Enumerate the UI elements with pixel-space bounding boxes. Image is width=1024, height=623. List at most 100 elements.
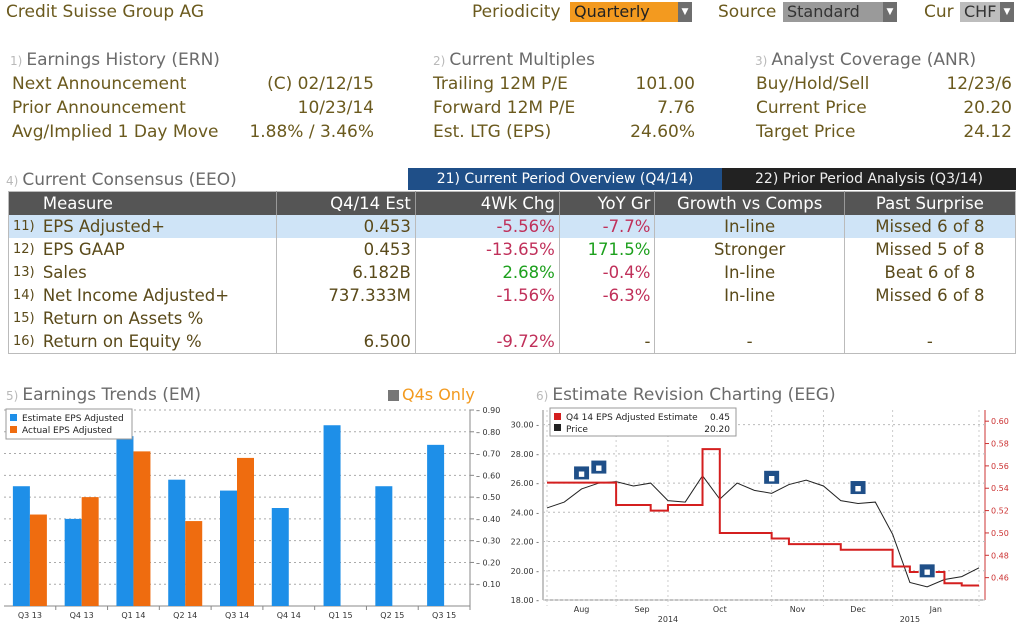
column-header-4wk-chg[interactable]: 4Wk Chg [415, 191, 560, 215]
y-tick-label: – 0.80 [476, 428, 500, 437]
x-month-label: Jan [929, 605, 942, 614]
bar-estimate [168, 479, 186, 606]
x-axis-ticks: Aug Sep Oct Nov Dec Jan 2014 2015 [574, 605, 942, 623]
current-price-label: Current Price [756, 98, 867, 118]
estimate-cell: 737.333M [276, 284, 416, 307]
row-number: 15) [13, 311, 35, 326]
q4s-only-toggle[interactable]: Q4s Only [388, 385, 475, 404]
surprise-cell: Missed 5 of 8 [875, 240, 985, 259]
y-right-tick-label: 0.50 [991, 529, 1009, 538]
event-marker-glyph: ■ [855, 485, 862, 493]
target-price-label: Target Price [756, 122, 856, 142]
buy-hold-sell-label: Buy/Hold/Sell [756, 74, 870, 94]
table-row[interactable]: 12) EPS GAAP 0.453 -13.65% 171.5% Strong… [9, 238, 1016, 261]
yoy-cell: 171.5% [559, 238, 656, 261]
periodicity-dropdown[interactable]: Quarterly ▼ [570, 2, 692, 22]
avg-move-label: Avg/Implied 1 Day Move [12, 122, 219, 142]
row-number: 12) [13, 242, 35, 257]
multiples-header[interactable]: 2) Current Multiples [433, 50, 595, 70]
event-marker[interactable]: ■ [849, 480, 867, 496]
legend-label-actual: Actual EPS Adjusted [22, 426, 112, 436]
legend-swatch-estimate [10, 414, 17, 421]
x-year-label: 2015 [900, 615, 920, 623]
row-number: 11) [8, 215, 39, 238]
eeg-header[interactable]: 6) Estimate Revision Charting (EEG) [536, 385, 836, 405]
y-left-tick-label: 22.00 - [511, 538, 539, 547]
table-row[interactable]: 13) Sales 6.182B 2.68% -0.4% In-line Bea… [9, 261, 1016, 284]
em-header[interactable]: 5) Earnings Trends (EM) [6, 385, 201, 405]
consensus-header[interactable]: 4) Current Consensus (EEO) [6, 170, 237, 190]
event-marker-glyph: ■ [596, 464, 603, 472]
event-marker[interactable]: ■ [918, 563, 936, 579]
chart-bars [12, 425, 445, 606]
y-right-tick-label: 0.58 [991, 440, 1009, 449]
trailing-pe-label: Trailing 12M P/E [433, 74, 568, 94]
x-tick-label: Q1 14 [121, 611, 145, 620]
event-marker[interactable]: ■ [573, 465, 591, 481]
section-number: 1) [10, 54, 23, 68]
est-ltg-label: Est. LTG (EPS) [433, 122, 552, 142]
measure-cell: Return on Assets % [38, 307, 277, 330]
x-tick-label: Q3 13 [18, 611, 42, 620]
event-marker[interactable]: ■ [763, 469, 781, 485]
legend-value-estimate: 0.45 [710, 413, 730, 423]
surprise-cell [844, 307, 1015, 330]
currency-value: CHF [960, 2, 1000, 22]
change-cell: -13.65% [415, 238, 560, 261]
tab-current-period[interactable]: 21) Current Period Overview (Q4/14) [408, 168, 722, 190]
column-header-surprise[interactable]: Past Surprise [844, 191, 1016, 215]
table-row[interactable]: 16) Return on Equity % 6.500 -9.72% - - … [9, 330, 1016, 354]
surprise-cell: Missed 6 of 8 [844, 215, 1016, 238]
section-title: Current Consensus (EEO) [22, 170, 237, 190]
tab-prior-period[interactable]: 22) Prior Period Analysis (Q3/14) [722, 168, 1016, 190]
source-dropdown[interactable]: Standard ▼ [783, 2, 897, 22]
x-tick-label: Q4 14 [277, 611, 301, 620]
row-number: 14) [13, 288, 35, 303]
event-markers: ■ ■ ■ ■ ■ [573, 459, 936, 579]
y-right-tick-label: 0.56 [991, 462, 1009, 471]
forward-pe-label: Forward 12M P/E [433, 98, 576, 118]
estimate-cell: 0.453 [276, 238, 416, 261]
growth-cell: In-line [654, 261, 845, 284]
ern-header[interactable]: 1) Earnings History (ERN) [10, 50, 220, 70]
surprise-cell: Missed 6 of 8 [875, 286, 985, 305]
change-cell: -9.72% [415, 330, 560, 354]
table-row[interactable]: 14) Net Income Adjusted+ 737.333M -1.56%… [9, 284, 1016, 307]
legend-box [549, 407, 737, 437]
y-left-tick-label: 26.00 - [511, 479, 539, 488]
y-tick-label: – 0.40 [476, 515, 500, 524]
section-title: Estimate Revision Charting (EEG) [552, 385, 836, 405]
event-marker-box [590, 459, 608, 475]
y-right-tick-label: 0.52 [991, 507, 1009, 516]
legend-label-price: Price [566, 425, 588, 435]
y-tick-label: – 0.90 [476, 406, 500, 415]
event-marker[interactable]: ■ [590, 459, 608, 475]
table-row[interactable]: 11) EPS Adjusted+ 0.453 -5.56% -7.7% In-… [8, 215, 1016, 238]
y-axis-ticks: – 0.10 – 0.20 – 0.30 – 0.40 – 0.50 – 0.60 – 0.… [470, 406, 500, 589]
section-title: Analyst Coverage (ANR) [771, 50, 977, 70]
change-cell: -1.56% [415, 284, 560, 307]
legend-swatch-estimate [554, 413, 561, 420]
measure-cell: EPS Adjusted+ [38, 215, 277, 238]
measure-cell: Return on Equity % [38, 330, 277, 354]
chart-legend: Estimate EPS Adjusted Actual EPS Adjuste… [5, 408, 133, 440]
consensus-table: Measure Q4/14 Est 4Wk Chg YoY Gr Growth … [8, 191, 1016, 354]
yoy-cell: -7.7% [559, 215, 656, 238]
x-year-label: 2014 [658, 615, 678, 623]
y-right-tick-label: 0.46 [991, 574, 1009, 583]
est-ltg-value: 24.60% [630, 122, 695, 142]
column-header-growth[interactable]: Growth vs Comps [654, 191, 845, 215]
y-tick-label: – 0.60 [476, 471, 500, 480]
currency-dropdown[interactable]: CHF ▼ [960, 2, 1014, 22]
surprise-cell: - [926, 332, 933, 351]
column-header-est[interactable]: Q4/14 Est [276, 191, 416, 215]
legend-label-estimate: Q4 14 EPS Adjusted Estimate [566, 413, 698, 423]
row-number: 13) [13, 265, 35, 280]
yoy-cell: -6.3% [559, 284, 656, 307]
currency-label: Cur [924, 2, 954, 22]
column-header-yoy[interactable]: YoY Gr [559, 191, 656, 215]
column-header-measure[interactable]: Measure [38, 191, 277, 215]
anr-header[interactable]: 3) Analyst Coverage (ANR) [755, 50, 976, 70]
bar-actual [185, 521, 203, 606]
table-row[interactable]: 15) Return on Assets % [9, 307, 1016, 330]
